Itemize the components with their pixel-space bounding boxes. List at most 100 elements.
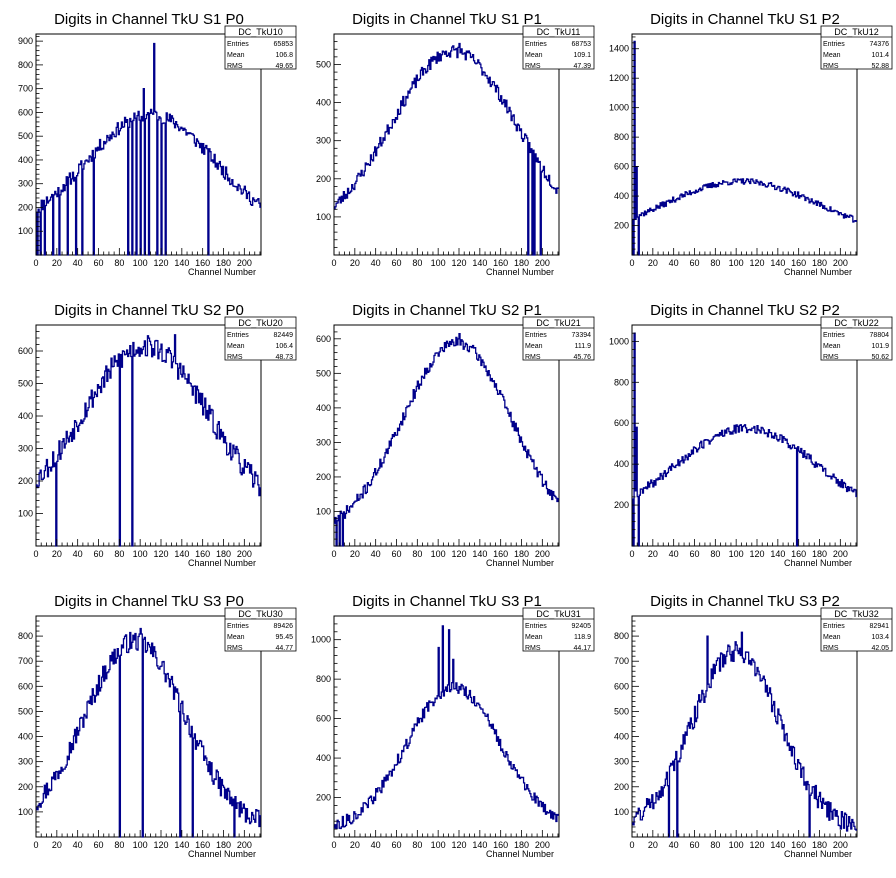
stats-value: 89426 [274, 623, 294, 630]
y-tick-label: 1000 [311, 635, 331, 645]
y-tick-label: 800 [614, 631, 629, 641]
stats-label: Entries [525, 332, 547, 339]
y-tick-label: 200 [18, 476, 33, 486]
x-tick-label: 20 [350, 549, 360, 559]
y-tick-label: 300 [18, 179, 33, 189]
stats-label: Entries [823, 332, 845, 339]
stats-label: Entries [227, 332, 249, 339]
stats-value: 44.17 [573, 645, 591, 652]
y-tick-label: 600 [18, 681, 33, 691]
x-tick-label: 100 [729, 258, 744, 268]
x-tick-label: 20 [648, 840, 658, 850]
histogram-chart: Digits in Channel TkU S3 P0 0 20 40 60 80 100 1… [18, 593, 297, 859]
x-tick-label: 180 [812, 840, 827, 850]
x-tick-label: 200 [237, 549, 252, 559]
y-tick-label: 400 [614, 191, 629, 201]
chart-pad: Digits in Channel TkU S1 P1 0 20 40 60 80 100 1… [298, 0, 596, 291]
stats-value: 52.88 [871, 63, 889, 70]
stats-label: RMS [227, 354, 243, 361]
x-axis-label: Channel Number [486, 849, 554, 859]
x-tick-label: 200 [833, 840, 848, 850]
y-tick-label: 100 [614, 807, 629, 817]
x-tick-label: 200 [833, 549, 848, 559]
stats-value: 73394 [572, 332, 592, 339]
stats-box [820, 316, 893, 361]
plot-frame [631, 33, 858, 256]
chart-pad: Digits in Channel TkU S3 P2 0 20 40 60 80 100 1… [596, 582, 894, 873]
y-tick-label: 400 [316, 403, 331, 413]
stats-label: Entries [525, 41, 547, 48]
y-tick-label: 800 [614, 132, 629, 142]
stats-value: 45.76 [573, 354, 591, 361]
x-tick-label: 160 [493, 840, 508, 850]
chart-title: Digits in Channel TkU S2 P2 [650, 302, 840, 319]
y-tick-label: 100 [316, 506, 331, 516]
x-tick-label: 180 [216, 258, 231, 268]
x-tick-label: 0 [331, 840, 336, 850]
histogram-chart: Digits in Channel TkU S2 P1 0 20 40 60 80 100 1… [316, 302, 595, 568]
x-tick-label: 100 [729, 840, 744, 850]
x-axis-label: Channel Number [784, 558, 852, 568]
x-axis-label: Channel Number [188, 558, 256, 568]
histogram-chart: Digits in Channel TkU S2 P2 0 20 40 60 80 100 1… [609, 302, 893, 568]
plot-frame [333, 33, 560, 256]
y-tick-label: 500 [18, 379, 33, 389]
stats-name: DC_TkU32 [834, 609, 879, 619]
chart-title: Digits in Channel TkU S2 P1 [352, 302, 542, 319]
chart-pad: Digits in Channel TkU S2 P2 0 20 40 60 80 100 1… [596, 291, 894, 582]
x-tick-label: 20 [350, 258, 360, 268]
stats-name: DC_TkU22 [834, 318, 879, 328]
y-tick-label: 200 [316, 793, 331, 803]
stats-value: 47.39 [573, 63, 591, 70]
x-tick-label: 100 [133, 258, 148, 268]
x-tick-label: 200 [535, 549, 550, 559]
x-tick-label: 80 [114, 840, 124, 850]
stats-name: DC_TkU30 [238, 609, 283, 619]
y-tick-label: 300 [316, 437, 331, 447]
x-tick-label: 60 [391, 258, 401, 268]
x-axis-label: Channel Number [486, 267, 554, 277]
stats-box [224, 607, 297, 652]
stats-label: Mean [525, 634, 543, 641]
y-tick-label: 500 [316, 368, 331, 378]
stats-box [820, 607, 893, 652]
histogram-series [632, 631, 857, 838]
stats-label: Entries [823, 623, 845, 630]
x-tick-label: 40 [669, 840, 679, 850]
stats-box [820, 25, 893, 70]
x-tick-label: 0 [33, 549, 38, 559]
plot-frame [631, 324, 858, 547]
x-tick-label: 80 [412, 258, 422, 268]
histogram-series [632, 40, 857, 256]
x-tick-label: 80 [710, 549, 720, 559]
stats-value: 109.1 [573, 52, 591, 59]
y-tick-label: 400 [614, 459, 629, 469]
y-tick-label: 500 [18, 706, 33, 716]
y-tick-label: 600 [316, 334, 331, 344]
stats-label: RMS [525, 354, 541, 361]
x-tick-label: 20 [52, 258, 62, 268]
x-tick-label: 100 [431, 840, 446, 850]
y-tick-label: 600 [614, 418, 629, 428]
x-tick-label: 180 [812, 258, 827, 268]
x-tick-label: 140 [472, 549, 487, 559]
stats-value: 95.45 [275, 634, 293, 641]
y-tick-label: 400 [316, 98, 331, 108]
x-tick-label: 60 [93, 258, 103, 268]
x-tick-label: 100 [431, 549, 446, 559]
x-tick-label: 100 [431, 258, 446, 268]
stats-value: 111.9 [575, 343, 592, 350]
y-tick-label: 500 [614, 706, 629, 716]
x-tick-label: 120 [749, 258, 764, 268]
x-tick-label: 180 [514, 840, 529, 850]
histogram-chart: Digits in Channel TkU S3 P1 0 20 40 60 80 100 1… [311, 593, 595, 859]
x-tick-label: 80 [412, 549, 422, 559]
y-tick-label: 600 [316, 714, 331, 724]
y-tick-label: 1400 [609, 44, 629, 54]
x-axis-label: Channel Number [188, 849, 256, 859]
x-tick-label: 120 [451, 840, 466, 850]
x-tick-label: 200 [535, 840, 550, 850]
chart-pad: Digits in Channel TkU S1 P0 0 20 40 60 80 100 1… [0, 0, 298, 291]
y-tick-label: 700 [18, 84, 33, 94]
y-tick-label: 700 [18, 656, 33, 666]
